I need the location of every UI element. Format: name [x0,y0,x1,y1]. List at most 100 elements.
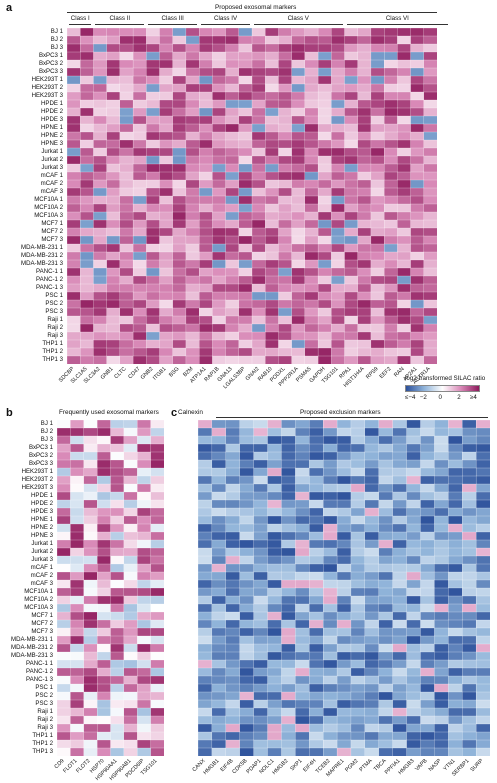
heatmap-cell [251,123,266,133]
heatmap-cell [448,451,463,461]
heatmap-cell [331,123,345,133]
heatmap-cell [384,147,398,157]
heatmap-cell [370,275,385,285]
heatmap-cell [198,539,213,549]
heatmap-cell [295,603,310,613]
heatmap-cell [239,507,255,517]
heatmap-cell [225,499,241,509]
heatmap-cell [278,179,293,189]
heatmap-cell [350,571,366,581]
heatmap-cell [331,51,345,61]
heatmap-cell [475,547,490,557]
heatmap-cell [392,635,407,645]
heatmap-cell [392,579,407,589]
heatmap-cell [238,28,253,37]
heatmap-cell [406,491,421,501]
heatmap-cell [199,259,213,269]
heatmap-cell [397,339,411,349]
heatmap-cell [146,171,160,181]
heatmap-cell [211,555,227,565]
heatmap-cell [420,451,435,461]
heatmap-cell [384,355,398,364]
heatmap-cell [420,611,435,621]
heatmap-cell [123,659,138,669]
heatmap-cell [281,563,296,573]
heatmap-cell [225,299,240,309]
heatmap-cell [420,643,435,653]
heatmap-cell [350,467,366,477]
heatmap-cell [317,51,332,61]
heatmap-cell [420,699,435,709]
heatmap-cell [225,123,240,133]
heatmap-cell [384,275,398,285]
heatmap-cell [212,155,226,165]
heatmap-cell [331,155,345,165]
heatmap-cell [420,467,435,477]
heatmap-cell [267,739,282,749]
heatmap-cell [67,59,81,69]
heatmap-cell [70,563,85,573]
heatmap-cell [344,251,359,261]
heatmap-cell [70,435,85,445]
heatmap-cell [123,723,138,733]
heatmap-cell [384,347,398,357]
heatmap-cell [304,139,319,149]
heatmap-cell [146,67,160,77]
heatmap-cell [238,155,253,165]
heatmap-cell [123,531,138,541]
heatmap-cell [475,507,490,517]
heatmap-cell [67,187,81,197]
heatmap-cell [185,227,200,237]
heatmap-cell [357,163,372,173]
heatmap-cell [123,523,138,533]
heatmap-cell [150,420,164,429]
heatmap-cell [392,699,407,709]
heatmap-cell [344,299,359,309]
heatmap-cell [146,355,160,364]
heatmap-cell [211,443,227,453]
heatmap-cell [93,283,108,293]
heatmap-cell [364,459,380,469]
heatmap-cell [253,491,268,501]
heatmap-cell [370,75,385,85]
heatmap-cell [93,331,108,341]
heatmap-cell [397,99,411,109]
heatmap-cell [462,635,477,645]
heatmap-cell [110,547,125,557]
heatmap-cell [251,107,266,117]
heatmap-cell [119,115,134,125]
heatmap-cell [434,603,449,613]
row-label: mCAF 2 [30,571,53,579]
heatmap-cell [106,28,121,37]
heatmap-cell [420,731,435,741]
heatmap-cell [370,131,385,141]
heatmap-cell [317,99,332,109]
heatmap-cell [423,291,437,301]
heatmap-cell [239,420,255,429]
heatmap-cell [97,579,111,589]
heatmap-cell [317,131,332,141]
heatmap-cell [238,147,253,157]
heatmap-cell [317,179,332,189]
heatmap-cell [397,307,411,317]
heatmap-cell [238,179,253,189]
heatmap-cell [370,123,385,133]
heatmap-cell [97,539,111,549]
heatmap-cell [132,51,147,61]
heatmap-cell [475,579,490,589]
heatmap-cell [119,171,134,181]
heatmap-cell [80,83,94,93]
heatmap-cell [238,115,253,125]
heatmap-cell [253,507,268,517]
heatmap-cell [423,179,437,189]
heatmap-cell [364,747,380,756]
heatmap-cell [146,91,160,101]
heatmap-cell [317,75,332,85]
heatmap-cell [323,739,338,749]
legend-tick: 2 [457,394,461,401]
heatmap-cell [132,227,147,237]
heatmap-cell [267,563,282,573]
heatmap-cell [57,731,71,741]
heatmap-cell [331,43,345,53]
heatmap-cell [57,475,71,485]
